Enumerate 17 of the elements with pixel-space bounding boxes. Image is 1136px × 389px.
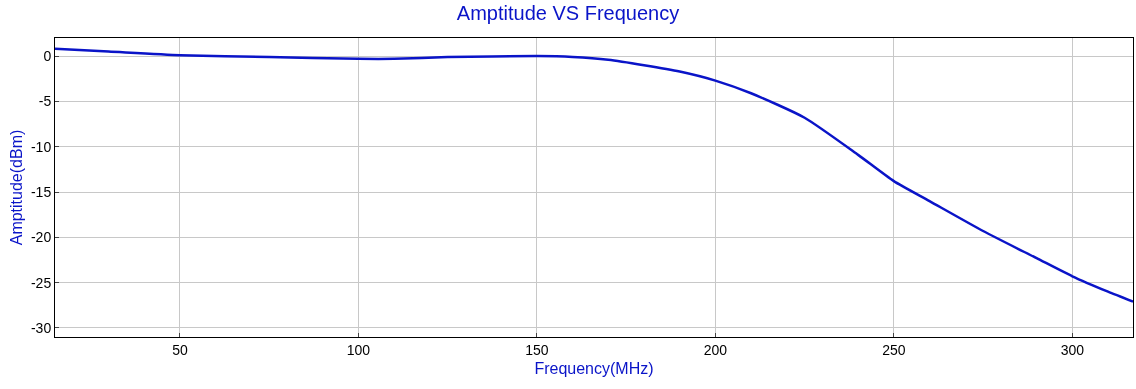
x-tick-label: 50 — [172, 341, 188, 358]
x-tick-label: 300 — [1060, 341, 1085, 358]
x-tick-label: 100 — [346, 341, 371, 358]
x-tick-label: 250 — [882, 341, 906, 358]
line-series — [55, 47, 1133, 303]
y-axis-title: Amptitude(dBm) — [7, 129, 25, 246]
y-tick-label: 0 — [43, 48, 52, 65]
y-tick-label: -15 — [30, 183, 52, 200]
chart-title: Amptitude VS Frequency — [456, 1, 680, 24]
y-tick-label: -10 — [30, 138, 52, 155]
x-axis-title: Frequency(MHz) — [534, 360, 654, 378]
y-tick-label: -20 — [30, 229, 52, 246]
y-tick-label: -25 — [30, 274, 52, 291]
x-tick-label: 150 — [525, 341, 549, 358]
y-tick-label: -30 — [30, 319, 52, 336]
x-tick-label: 200 — [703, 341, 728, 358]
y-tick-label: -5 — [38, 93, 52, 110]
